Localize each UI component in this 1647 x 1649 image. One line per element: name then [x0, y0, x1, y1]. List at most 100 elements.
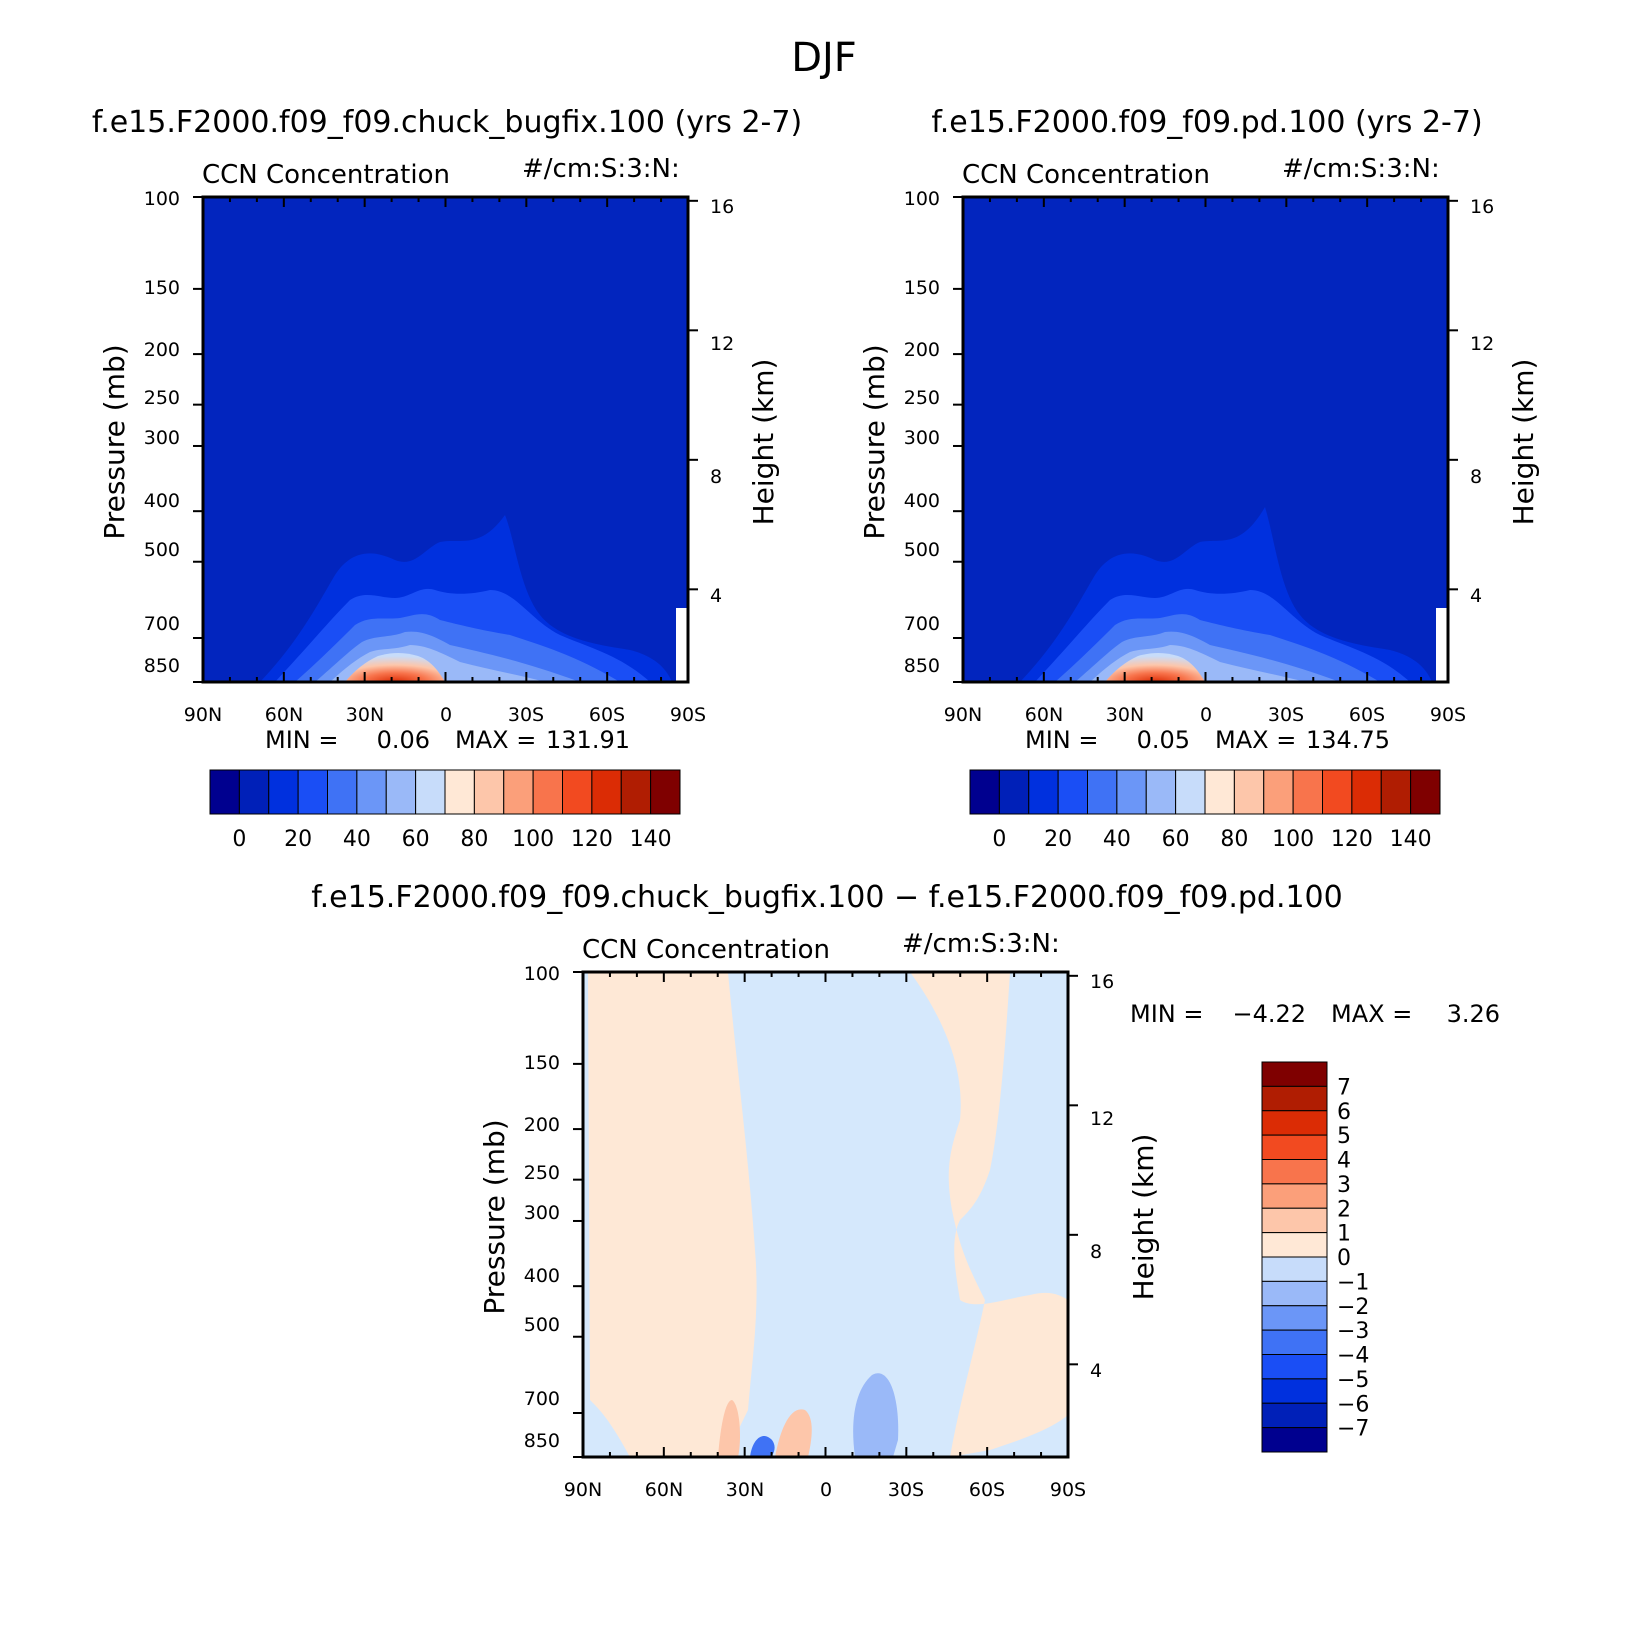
colorbar-tick-label: 0 [232, 827, 246, 852]
colorbar-tick-label: 1 [1337, 1222, 1351, 1247]
colorbar-swatch [1410, 769, 1441, 815]
colorbar-tick-label: −2 [1337, 1295, 1369, 1320]
panel-3-max-label: MAX = [1331, 1000, 1412, 1028]
panel-1-y-tick-label: 700 [144, 613, 180, 635]
panel-1-x-tick-label: 60N [265, 704, 303, 726]
panel-2-plot-area [953, 195, 1458, 684]
colorbar-tick-label: 140 [1390, 827, 1432, 852]
panel-3-y-tick-label: 150 [524, 1052, 560, 1074]
colorbar-swatch [1380, 769, 1412, 815]
panel-3-positive-spot-1 [775, 1409, 812, 1457]
panel-1: f.e15.F2000.f09_f09.chuck_bugfix.100 (yr… [92, 105, 802, 852]
panel-2-x-tick-label: 90S [1430, 704, 1466, 726]
panel-1-y-tick-label: 200 [144, 339, 180, 361]
colorbar-swatch [1261, 1134, 1328, 1160]
panel-3-x-tick-label: 60N [645, 1479, 683, 1501]
colorbar-swatch [1261, 1159, 1328, 1185]
colorbar-tick-label: 5 [1337, 1124, 1351, 1149]
panel-3-x-tick-label: 90S [1050, 1479, 1086, 1501]
panel-2-y-tick-label: 850 [904, 655, 940, 677]
panel-3-positive-region-west [588, 972, 757, 1457]
panel-1-max-value: 131.91 [546, 726, 630, 754]
panel-2-y-right-tick-label: 4 [1470, 585, 1482, 607]
panel-1-y-tick-label: 850 [144, 655, 180, 677]
panel-3-negative-spot-2 [750, 1436, 775, 1457]
panel-3-left-label: CCN Concentration [582, 935, 830, 965]
panel-1-title: f.e15.F2000.f09_f09.chuck_bugfix.100 (yr… [92, 105, 802, 140]
colorbar-tick-label: −6 [1337, 1392, 1369, 1417]
colorbar-swatch [1292, 769, 1323, 815]
colorbar-swatch [1087, 769, 1118, 815]
colorbar-swatch [1263, 769, 1294, 815]
colorbar-tick-label: 60 [402, 827, 430, 852]
colorbar-swatch [1261, 1207, 1328, 1234]
panel-3-y-tick-label: 850 [524, 1430, 560, 1452]
colorbar-swatch [1233, 769, 1265, 815]
panel-2-x-tick-label: 30N [1106, 704, 1144, 726]
panel-1-y-tick-label: 400 [144, 490, 180, 512]
colorbar-tick-label: −4 [1337, 1344, 1369, 1369]
colorbar-swatch [969, 769, 1000, 815]
panel-2-x-tick-label: 60S [1349, 704, 1385, 726]
panel-1-min-label: MIN = [265, 726, 338, 754]
colorbar-swatch [1261, 1427, 1328, 1453]
panel-3-negative-spot-1 [853, 1373, 899, 1457]
panel-2-y-right-tick-label: 16 [1470, 196, 1494, 218]
colorbar-tick-label: 120 [571, 827, 613, 852]
colorbar-swatch [297, 769, 328, 815]
panel-2-x-tick-label: 60N [1025, 704, 1063, 726]
panel-3-x-tick-label: 90N [564, 1479, 602, 1501]
panel-3-y-right-tick-label: 8 [1090, 1241, 1102, 1263]
panel-2-x-tick-label: 90N [944, 704, 982, 726]
colorbar-swatch [1261, 1329, 1328, 1355]
colorbar-tick-label: −1 [1337, 1270, 1369, 1295]
colorbar-swatch [1261, 1183, 1328, 1209]
colorbar-swatch [268, 769, 299, 815]
colorbar-swatch [1116, 769, 1147, 815]
panel-2-y-tick-label: 200 [904, 339, 940, 361]
panel-2-min-value: 0.05 [1137, 726, 1190, 754]
panel-3-positive-spot-2 [718, 1400, 740, 1457]
colorbar-swatch [503, 769, 534, 815]
colorbar-swatch [1322, 769, 1353, 815]
panel-3-y-right-tick-label: 12 [1090, 1108, 1114, 1130]
panel-3-plot-area [573, 970, 1078, 1459]
panel-2-y-tick-label: 150 [904, 277, 940, 299]
panel-3-x-tick-label: 0 [820, 1479, 832, 1501]
colorbar-swatch [1261, 1280, 1328, 1307]
panel-1-y-tick-label: 100 [144, 188, 180, 210]
panel-1-x-tick-label: 0 [440, 704, 452, 726]
colorbar-swatch [998, 769, 1030, 815]
panel-1-y-axis-label: Pressure (mb) [98, 344, 131, 539]
panel-1-y-right-axis-label: Height (km) [747, 359, 780, 526]
panel-1-min-value: 0.06 [377, 726, 430, 754]
panel-1-y-tick-label: 250 [144, 387, 180, 409]
colorbar-tick-label: 4 [1337, 1149, 1351, 1174]
panel-3-y-tick-label: 300 [524, 1202, 560, 1224]
panel-2-y-tick-label: 100 [904, 188, 940, 210]
colorbar-swatch [1261, 1378, 1328, 1404]
panel-2-missing-data [1436, 608, 1448, 682]
panel-2-y-right-tick-label: 8 [1470, 466, 1482, 488]
colorbar-tick-label: 0 [992, 827, 1006, 852]
panel-3-max-value: 3.26 [1447, 1000, 1500, 1028]
panel-2-max-value: 134.75 [1306, 726, 1390, 754]
colorbar-swatch [1261, 1110, 1328, 1136]
panel-1-x-tick-label: 30S [508, 704, 544, 726]
colorbar-swatch [327, 769, 358, 815]
panel-2-title: f.e15.F2000.f09_f09.pd.100 (yrs 2-7) [931, 105, 1482, 140]
panel-3-y-tick-label: 250 [524, 1162, 560, 1184]
colorbar-swatch [1261, 1232, 1328, 1258]
colorbar-swatch [532, 769, 563, 815]
colorbar-tick-label: 140 [630, 827, 672, 852]
panel-2: f.e15.F2000.f09_f09.pd.100 (yrs 2-7) CCN… [858, 105, 1540, 852]
panel-3-y-tick-label: 100 [524, 963, 560, 985]
colorbar-swatch [415, 769, 446, 815]
panel-2-hotspot [1105, 653, 1205, 682]
colorbar-swatch [562, 769, 593, 815]
colorbar-swatch [1261, 1085, 1328, 1112]
panel-2-ticks [953, 196, 1458, 683]
colorbar-tick-label: 100 [512, 827, 554, 852]
